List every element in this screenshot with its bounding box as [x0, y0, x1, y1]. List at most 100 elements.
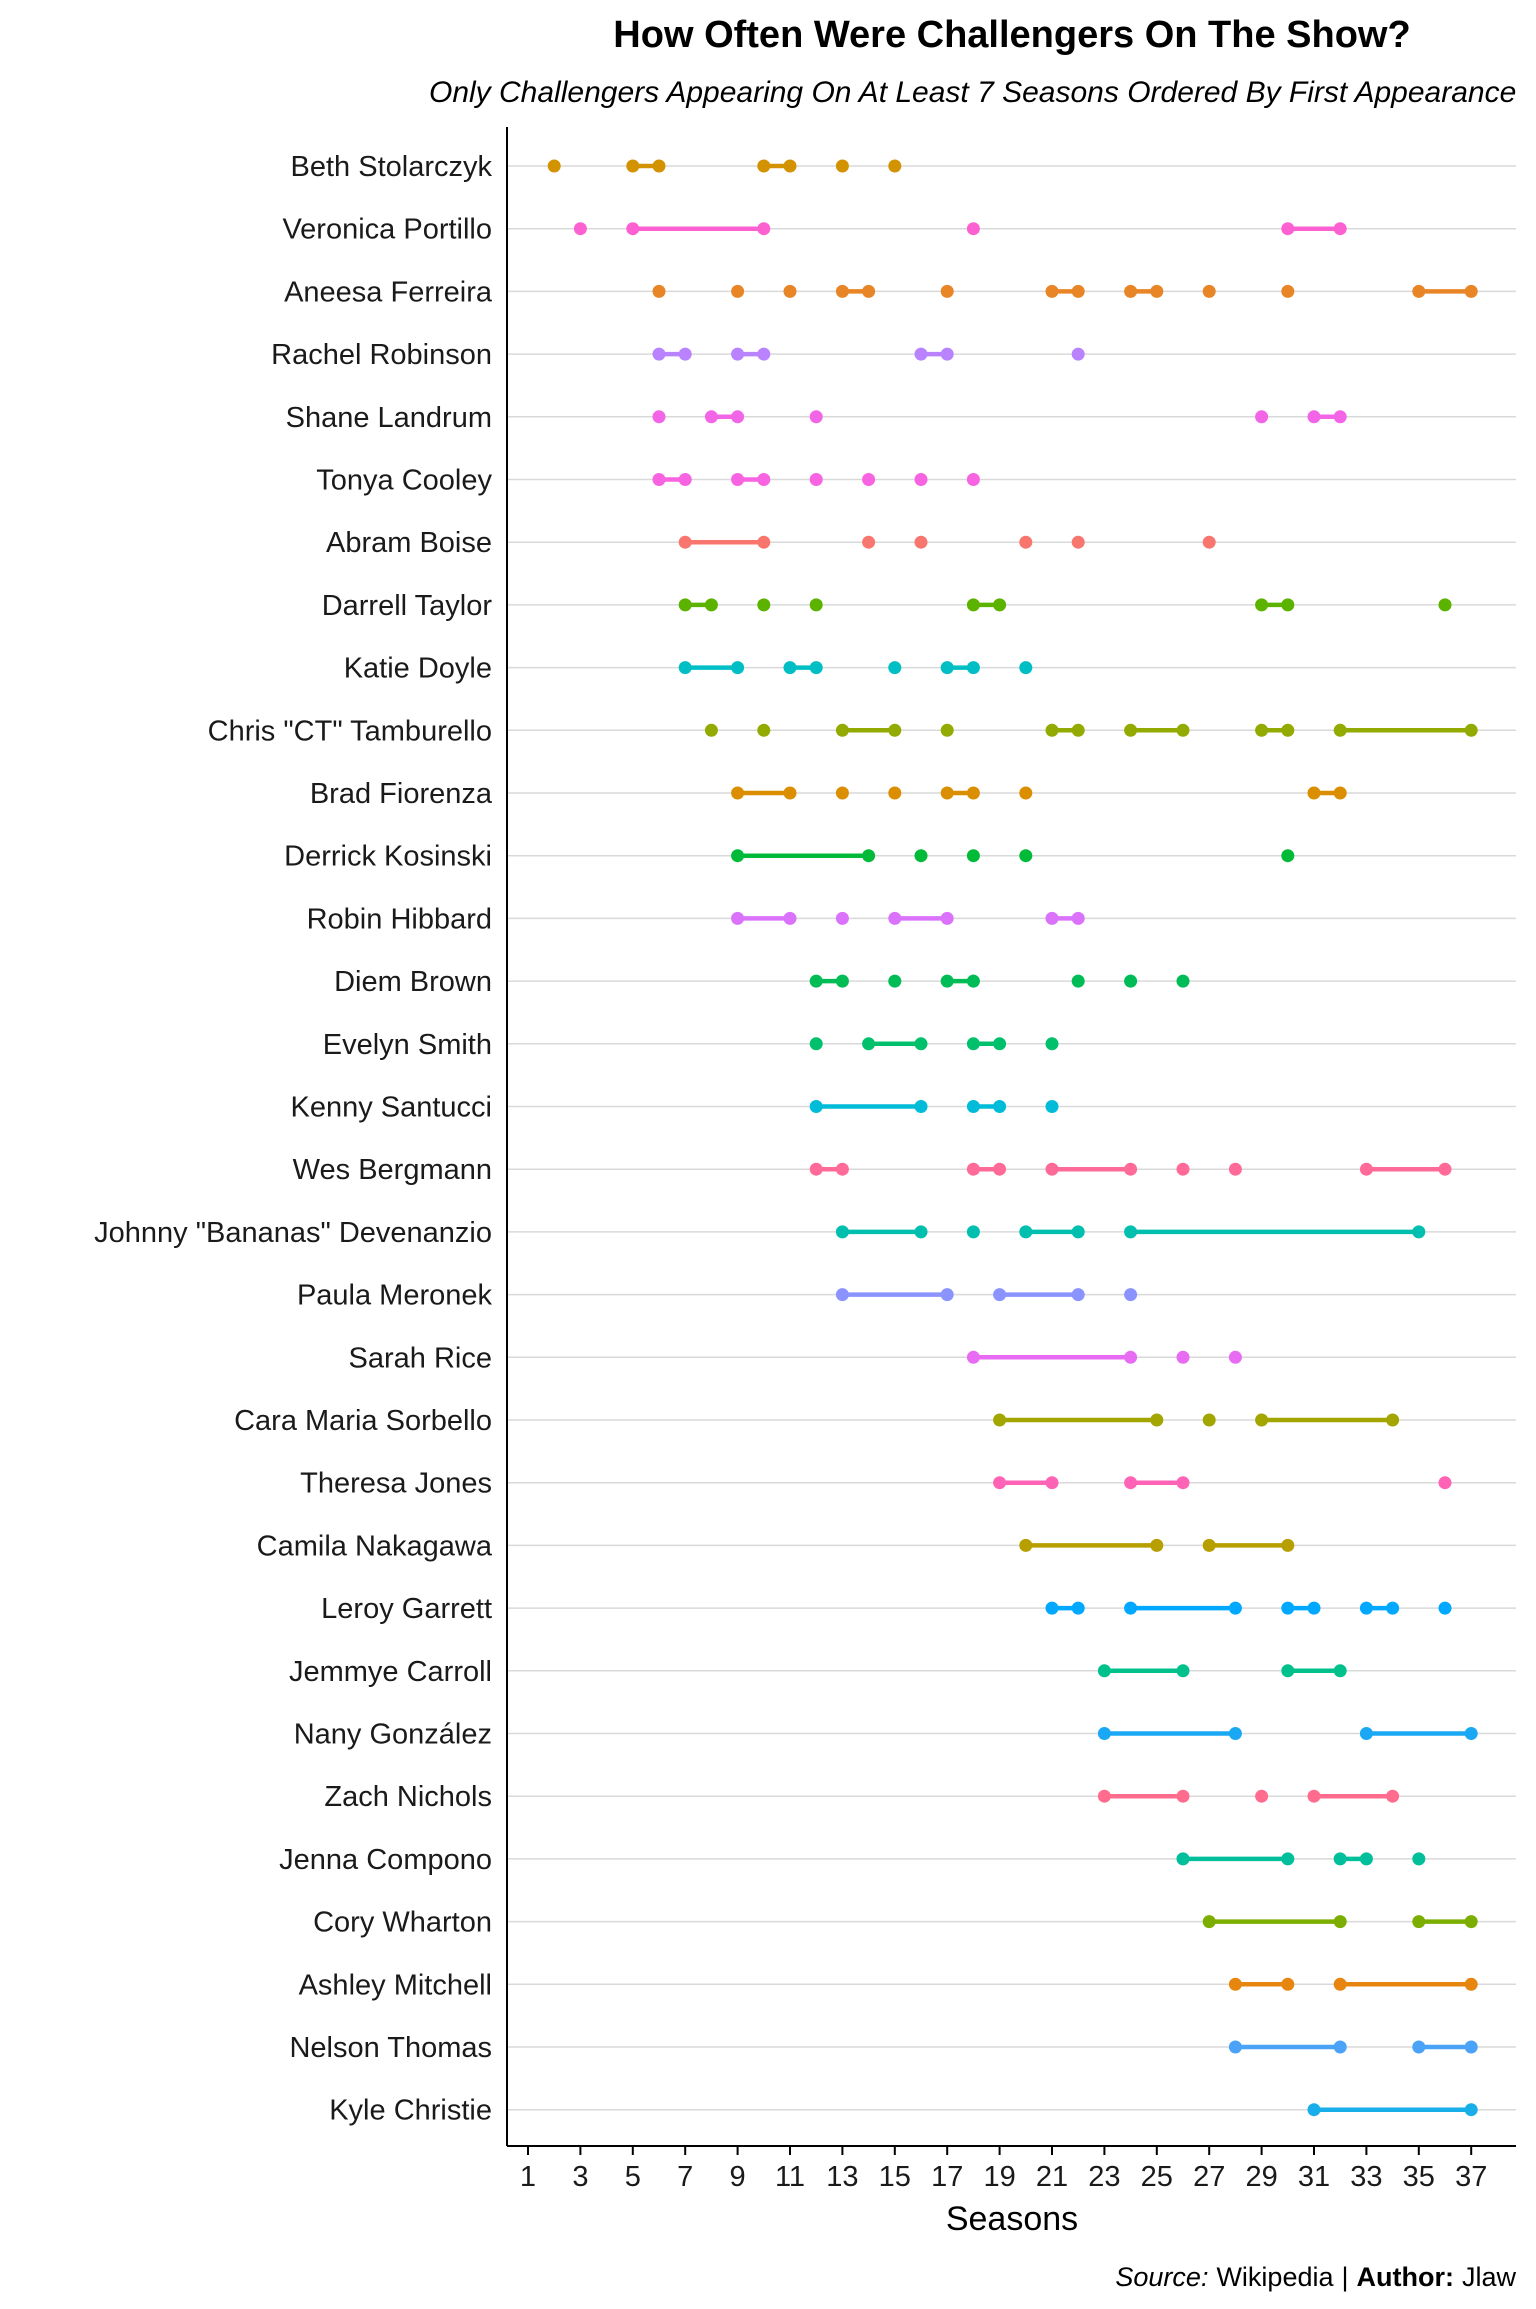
x-tick-label: 33: [1350, 2161, 1382, 2193]
season-point: [1176, 974, 1190, 988]
series-row: [1097, 1664, 1347, 1678]
season-point: [888, 159, 902, 173]
season-point: [1228, 1162, 1242, 1176]
season-point: [835, 1288, 849, 1302]
season-point: [1333, 2040, 1347, 2054]
x-tick-label: 17: [931, 2161, 963, 2193]
season-point: [835, 974, 849, 988]
season-point: [1333, 1977, 1347, 1991]
season-point: [1464, 1727, 1478, 1740]
season-point: [1019, 849, 1033, 863]
season-point: [1071, 1225, 1085, 1239]
season-point: [1176, 1162, 1190, 1176]
season-point: [678, 535, 692, 549]
season-point: [1464, 1977, 1478, 1991]
series-row: [731, 849, 1295, 863]
season-point: [809, 473, 823, 486]
season-point: [1045, 723, 1059, 737]
season-point: [1045, 1100, 1059, 1113]
season-point: [1281, 598, 1295, 612]
season-point: [1281, 222, 1295, 236]
series-row: [966, 1350, 1242, 1364]
grid-lines: [507, 165, 1516, 2111]
series-row: [1097, 1727, 1478, 1740]
season-point: [1333, 723, 1347, 737]
season-point: [966, 661, 980, 675]
season-point: [940, 347, 954, 361]
category-label: Nany González: [294, 1719, 492, 1751]
caption-source-label: Source:: [1115, 2262, 1208, 2292]
series-row: [1176, 1852, 1426, 1866]
series-row: [1228, 2040, 1478, 2054]
season-point: [1124, 1225, 1138, 1239]
season-point: [783, 661, 797, 675]
category-label: Brad Fiorenza: [310, 778, 493, 810]
season-point: [1228, 1350, 1242, 1364]
season-point: [1071, 1601, 1085, 1615]
season-point: [1045, 284, 1059, 298]
season-point: [1202, 1413, 1216, 1427]
season-point: [1124, 1288, 1138, 1302]
category-label: Jemmye Carroll: [289, 1656, 492, 1688]
season-point: [1281, 1977, 1295, 1991]
season-point: [1464, 723, 1478, 737]
season-point: [966, 786, 980, 800]
season-point: [1333, 786, 1347, 800]
season-point: [678, 598, 692, 612]
season-point: [1019, 1225, 1033, 1239]
season-point: [914, 347, 928, 361]
season-point: [993, 1100, 1007, 1113]
series-row: [652, 347, 1085, 361]
series-row: [809, 1162, 1452, 1176]
season-point: [993, 1476, 1007, 1490]
series-row: [993, 1413, 1400, 1427]
season-point: [993, 598, 1007, 612]
season-point: [966, 974, 980, 988]
category-label: Darrell Taylor: [322, 590, 493, 622]
season-point: [731, 911, 745, 925]
season-point: [835, 159, 849, 173]
season-point: [1176, 1476, 1190, 1490]
season-point: [1071, 911, 1085, 925]
series-row: [652, 284, 1478, 298]
series-row: [809, 1100, 1059, 1113]
season-point: [704, 410, 718, 424]
series-row: [1097, 1789, 1400, 1803]
season-point: [731, 347, 745, 361]
season-point: [940, 661, 954, 675]
season-point: [1045, 1162, 1059, 1176]
season-point: [809, 1162, 823, 1176]
series-row: [1228, 1977, 1478, 1991]
season-point: [835, 723, 849, 737]
season-point: [678, 347, 692, 361]
axes: [506, 127, 1516, 2155]
category-label: Diem Brown: [334, 966, 492, 998]
season-point: [1281, 1538, 1295, 1552]
season-point: [1071, 284, 1085, 298]
season-point: [757, 535, 771, 549]
season-point: [1124, 1350, 1138, 1364]
category-label: Leroy Garrett: [321, 1593, 492, 1625]
season-point: [1438, 1476, 1452, 1490]
season-point: [1124, 1162, 1138, 1176]
series-row: [678, 661, 1033, 675]
season-point: [1412, 284, 1426, 298]
chart-title: How Often Were Challengers On The Show?: [613, 14, 1410, 56]
season-point: [652, 347, 666, 361]
season-point: [1333, 1852, 1347, 1866]
season-point: [1045, 1037, 1059, 1051]
season-point: [1045, 911, 1059, 925]
season-point: [1438, 1162, 1452, 1176]
series-row: [678, 598, 1452, 612]
season-point: [862, 284, 876, 298]
data-marks: [547, 159, 1478, 2117]
season-point: [1202, 1538, 1216, 1552]
season-point: [1438, 1601, 1452, 1615]
season-point: [1097, 1727, 1111, 1740]
season-point: [1071, 535, 1085, 549]
season-point: [573, 222, 587, 236]
category-label: Sarah Rice: [349, 1342, 492, 1374]
season-point: [914, 1225, 928, 1239]
season-point: [966, 598, 980, 612]
